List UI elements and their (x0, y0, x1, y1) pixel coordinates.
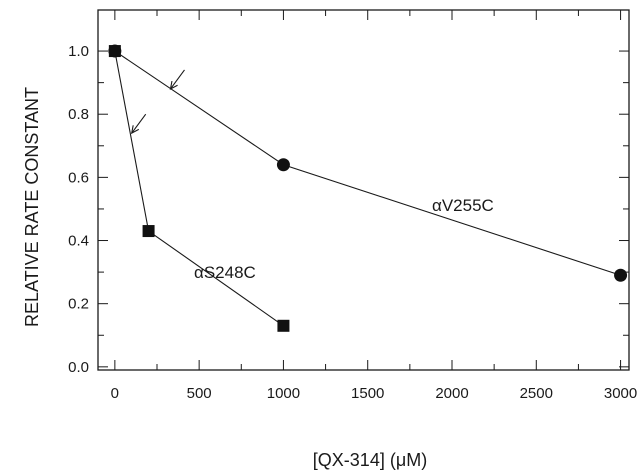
tick-labels: 0 500 1000 1500 2000 2500 3000 0.0 0.2 0.4 0.6 0.8 1… (68, 43, 637, 402)
data-point-circle (614, 268, 628, 282)
x-tick-label: 1000 (267, 385, 300, 402)
axis-ticks (98, 10, 629, 370)
data-point-square (108, 45, 121, 58)
y-tick-label: 1.0 (68, 43, 89, 60)
y-tick-label: 0.2 (68, 296, 89, 313)
annotation-arrow (130, 113, 147, 135)
x-tick-label: 2500 (520, 385, 553, 402)
x-tick-label: 1500 (351, 385, 384, 402)
data-point-circle (276, 158, 290, 172)
series-label-as248c: αS248C (194, 263, 256, 282)
y-tick-label: 0.8 (68, 106, 89, 123)
y-axis-title: RELATIVE RATE CONSTANT (22, 87, 42, 327)
y-tick-label: 0.0 (68, 359, 89, 376)
y-tick-label: 0.6 (68, 169, 89, 186)
y-tick-label: 0.4 (68, 233, 89, 250)
series-layer (108, 44, 628, 332)
plot-border (97, 9, 630, 371)
data-point-square (142, 225, 155, 238)
series-label-av255c: αV255C (432, 196, 494, 215)
series-line-0 (114, 50, 621, 276)
plot-frame (97, 9, 630, 371)
annotation-arrow (169, 69, 185, 90)
x-tick-label: 0 (111, 385, 119, 402)
data-point-square (277, 319, 290, 332)
series-line-1 (114, 50, 284, 327)
x-axis-title: [QX-314] (μM) (313, 450, 427, 470)
x-tick-label: 3000 (604, 385, 637, 402)
x-tick-label: 2000 (435, 385, 468, 402)
x-tick-label: 500 (187, 385, 212, 402)
